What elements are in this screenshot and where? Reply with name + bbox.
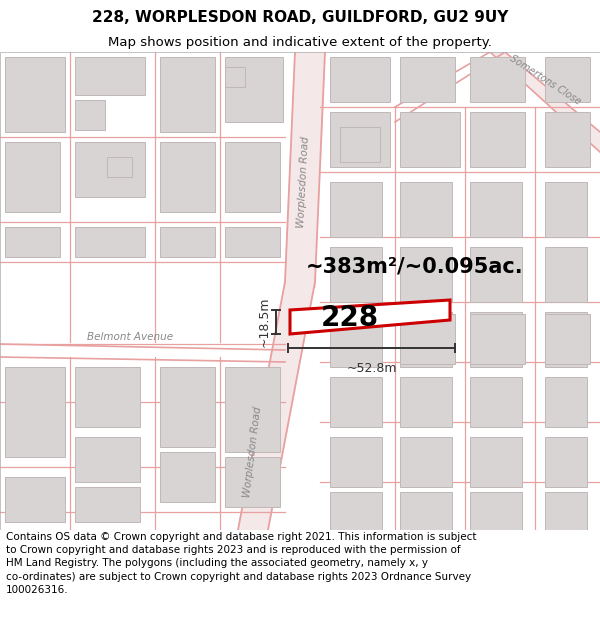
Polygon shape	[285, 277, 315, 287]
Text: Map shows position and indicative extent of the property.: Map shows position and indicative extent…	[108, 36, 492, 49]
Bar	[470, 314, 525, 364]
Bar	[400, 312, 452, 367]
Bar	[225, 142, 280, 212]
Bar	[545, 247, 587, 302]
Bar	[400, 112, 460, 167]
Text: Contains OS data © Crown copyright and database right 2021. This information is : Contains OS data © Crown copyright and d…	[6, 532, 476, 595]
Bar	[160, 57, 215, 132]
Bar	[330, 182, 382, 237]
Bar	[470, 437, 522, 487]
Bar	[470, 247, 522, 302]
Bar	[107, 157, 132, 177]
Bar	[75, 100, 105, 130]
Bar	[225, 57, 283, 122]
Bar	[75, 487, 140, 522]
Bar	[5, 142, 60, 212]
Bar	[470, 377, 522, 427]
Text: Belmont Avenue: Belmont Avenue	[87, 332, 173, 342]
Bar	[330, 312, 382, 367]
Bar	[400, 377, 452, 427]
Bar	[75, 437, 140, 482]
Text: 228, WORPLESDON ROAD, GUILDFORD, GU2 9UY: 228, WORPLESDON ROAD, GUILDFORD, GU2 9UY	[92, 11, 508, 26]
Bar	[330, 377, 382, 427]
Bar	[400, 492, 452, 542]
Bar	[330, 112, 390, 167]
Bar	[160, 142, 215, 212]
Bar	[160, 452, 215, 502]
Text: 228: 228	[321, 304, 379, 332]
Bar	[225, 227, 280, 257]
Bar	[545, 182, 587, 237]
Bar	[545, 377, 587, 427]
Text: ~383m²/~0.095ac.: ~383m²/~0.095ac.	[306, 257, 524, 277]
Bar	[330, 437, 382, 487]
Bar	[75, 227, 145, 257]
Bar	[160, 367, 215, 447]
Bar	[400, 182, 452, 237]
Bar	[225, 67, 245, 87]
Polygon shape	[490, 52, 600, 152]
Bar	[400, 247, 452, 302]
Bar	[400, 437, 452, 487]
Bar	[470, 57, 525, 102]
Bar	[470, 182, 522, 237]
Bar	[330, 57, 390, 102]
Bar	[5, 227, 60, 257]
Bar	[5, 477, 65, 522]
Text: ~52.8m: ~52.8m	[346, 362, 397, 375]
Bar	[75, 367, 140, 427]
Bar	[545, 437, 587, 487]
Bar	[545, 112, 590, 167]
Bar	[400, 57, 455, 102]
Bar	[75, 57, 145, 95]
Bar	[545, 492, 587, 542]
Polygon shape	[290, 300, 450, 334]
Bar	[330, 247, 382, 302]
Bar	[545, 57, 590, 102]
Bar	[470, 492, 522, 542]
Bar	[225, 367, 280, 452]
Bar	[75, 142, 145, 197]
Bar	[5, 57, 65, 132]
Polygon shape	[238, 282, 315, 530]
Bar	[470, 112, 525, 167]
Text: Somertons Close: Somertons Close	[508, 53, 583, 107]
Bar	[400, 314, 455, 364]
Bar	[160, 227, 215, 257]
Polygon shape	[285, 52, 325, 282]
Bar	[545, 312, 587, 367]
Bar	[545, 314, 590, 364]
Bar	[470, 312, 522, 367]
Bar	[340, 127, 380, 162]
Text: Worplesdon Road: Worplesdon Road	[242, 406, 263, 498]
Bar	[5, 367, 65, 457]
Text: Worplesdon Road: Worplesdon Road	[296, 136, 310, 228]
Bar	[330, 492, 382, 542]
Text: ~18.5m: ~18.5m	[258, 297, 271, 348]
Bar	[225, 457, 280, 507]
